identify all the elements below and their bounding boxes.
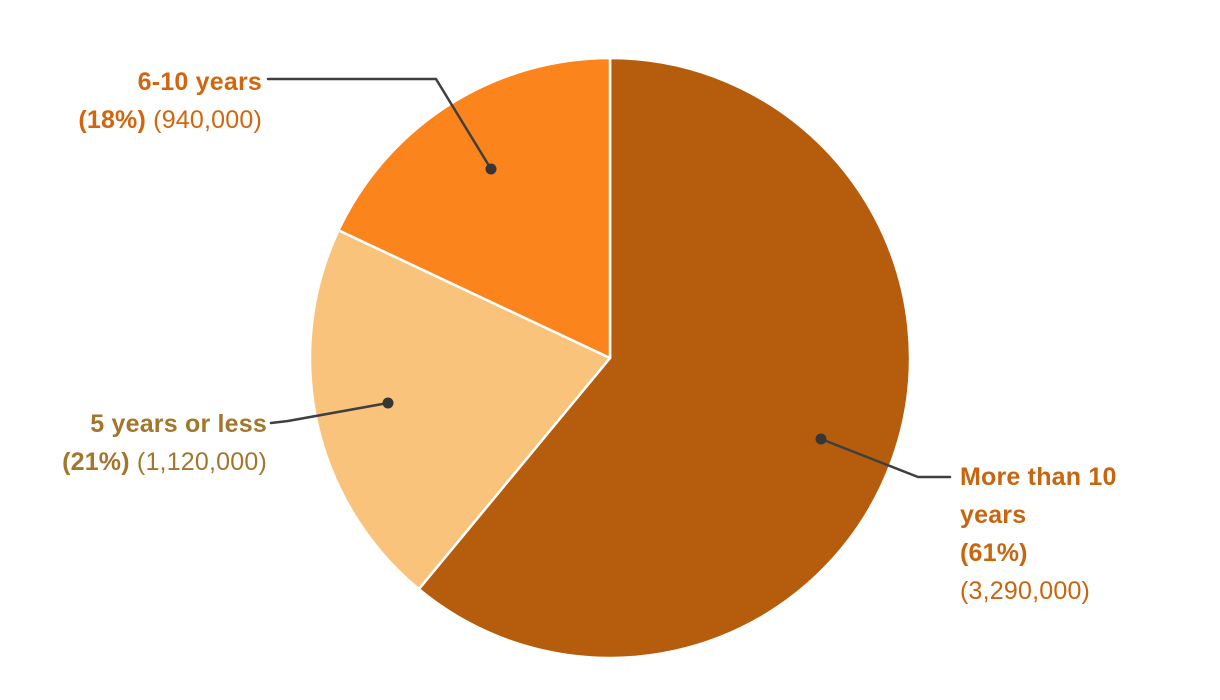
slice-percent: (18%) — [78, 106, 147, 134]
callout-line-name: 6-10 years — [0, 63, 262, 101]
slice-label: 5 years or less — [90, 410, 267, 438]
slice-percent: (61%) — [960, 539, 1028, 567]
leader-line-more-than-10-years — [819, 437, 952, 479]
slice-percent: (21%) — [62, 448, 130, 476]
callout-more-than-10-years: More than 10 years (61%) (3,290,000) — [960, 458, 1175, 610]
callout-line-name: More than 10 years — [960, 458, 1175, 534]
leader-dot-more-than-10-years — [815, 433, 827, 445]
callout-5-years-or-less: 5 years or less (21%) (1,120,000) — [0, 405, 267, 481]
slice-label: 6-10 years — [137, 68, 262, 96]
pie-slice-more-than-10-years — [417, 56, 912, 660]
callout-6-10-years: 6-10 years (18%) (940,000) — [0, 63, 262, 139]
pie-slice-6-10-years — [337, 56, 612, 360]
slice-count: (940,000) — [153, 106, 262, 134]
slice-count: (1,120,000) — [136, 448, 267, 476]
slice-count: (3,290,000) — [960, 577, 1091, 605]
pie-slice-5-years-or-less — [308, 229, 612, 591]
callout-line-count: (3,290,000) — [960, 572, 1175, 610]
leader-line-5-years-or-less — [269, 401, 390, 425]
leader-dot-6-10-years — [485, 163, 497, 175]
callout-line-percent: (61%) — [960, 534, 1175, 572]
callout-line-values: (18%) (940,000) — [0, 101, 262, 139]
callout-line-name: 5 years or less — [0, 405, 267, 443]
leader-line-6-10-years — [266, 77, 493, 171]
slice-label: More than 10 years — [960, 463, 1117, 529]
callout-line-values: (21%) (1,120,000) — [0, 443, 267, 481]
leader-dot-5-years-or-less — [382, 397, 394, 409]
